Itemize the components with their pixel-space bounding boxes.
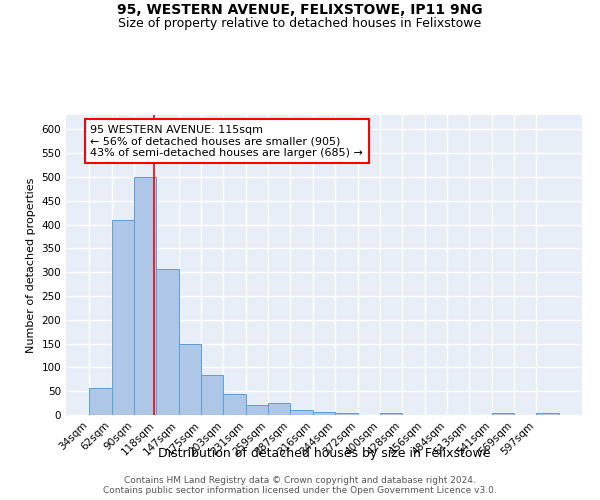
Bar xyxy=(134,177,157,415)
Bar xyxy=(491,412,514,415)
Bar xyxy=(268,403,290,415)
Bar xyxy=(157,269,179,415)
Text: Contains HM Land Registry data © Crown copyright and database right 2024.
Contai: Contains HM Land Registry data © Crown c… xyxy=(103,476,497,495)
Y-axis label: Number of detached properties: Number of detached properties xyxy=(26,178,36,352)
Bar xyxy=(290,410,313,415)
Bar xyxy=(112,220,134,415)
Bar xyxy=(313,412,335,415)
Text: Distribution of detached houses by size in Felixstowe: Distribution of detached houses by size … xyxy=(158,448,490,460)
Bar xyxy=(201,376,223,415)
Text: Size of property relative to detached houses in Felixstowe: Size of property relative to detached ho… xyxy=(118,18,482,30)
Bar xyxy=(536,412,559,415)
Bar xyxy=(179,344,201,415)
Text: 95 WESTERN AVENUE: 115sqm
← 56% of detached houses are smaller (905)
43% of semi: 95 WESTERN AVENUE: 115sqm ← 56% of detac… xyxy=(90,124,363,158)
Text: 95, WESTERN AVENUE, FELIXSTOWE, IP11 9NG: 95, WESTERN AVENUE, FELIXSTOWE, IP11 9NG xyxy=(117,2,483,16)
Bar xyxy=(89,388,112,415)
Bar xyxy=(335,412,358,415)
Bar xyxy=(380,412,402,415)
Bar xyxy=(246,404,268,415)
Bar xyxy=(223,394,246,415)
